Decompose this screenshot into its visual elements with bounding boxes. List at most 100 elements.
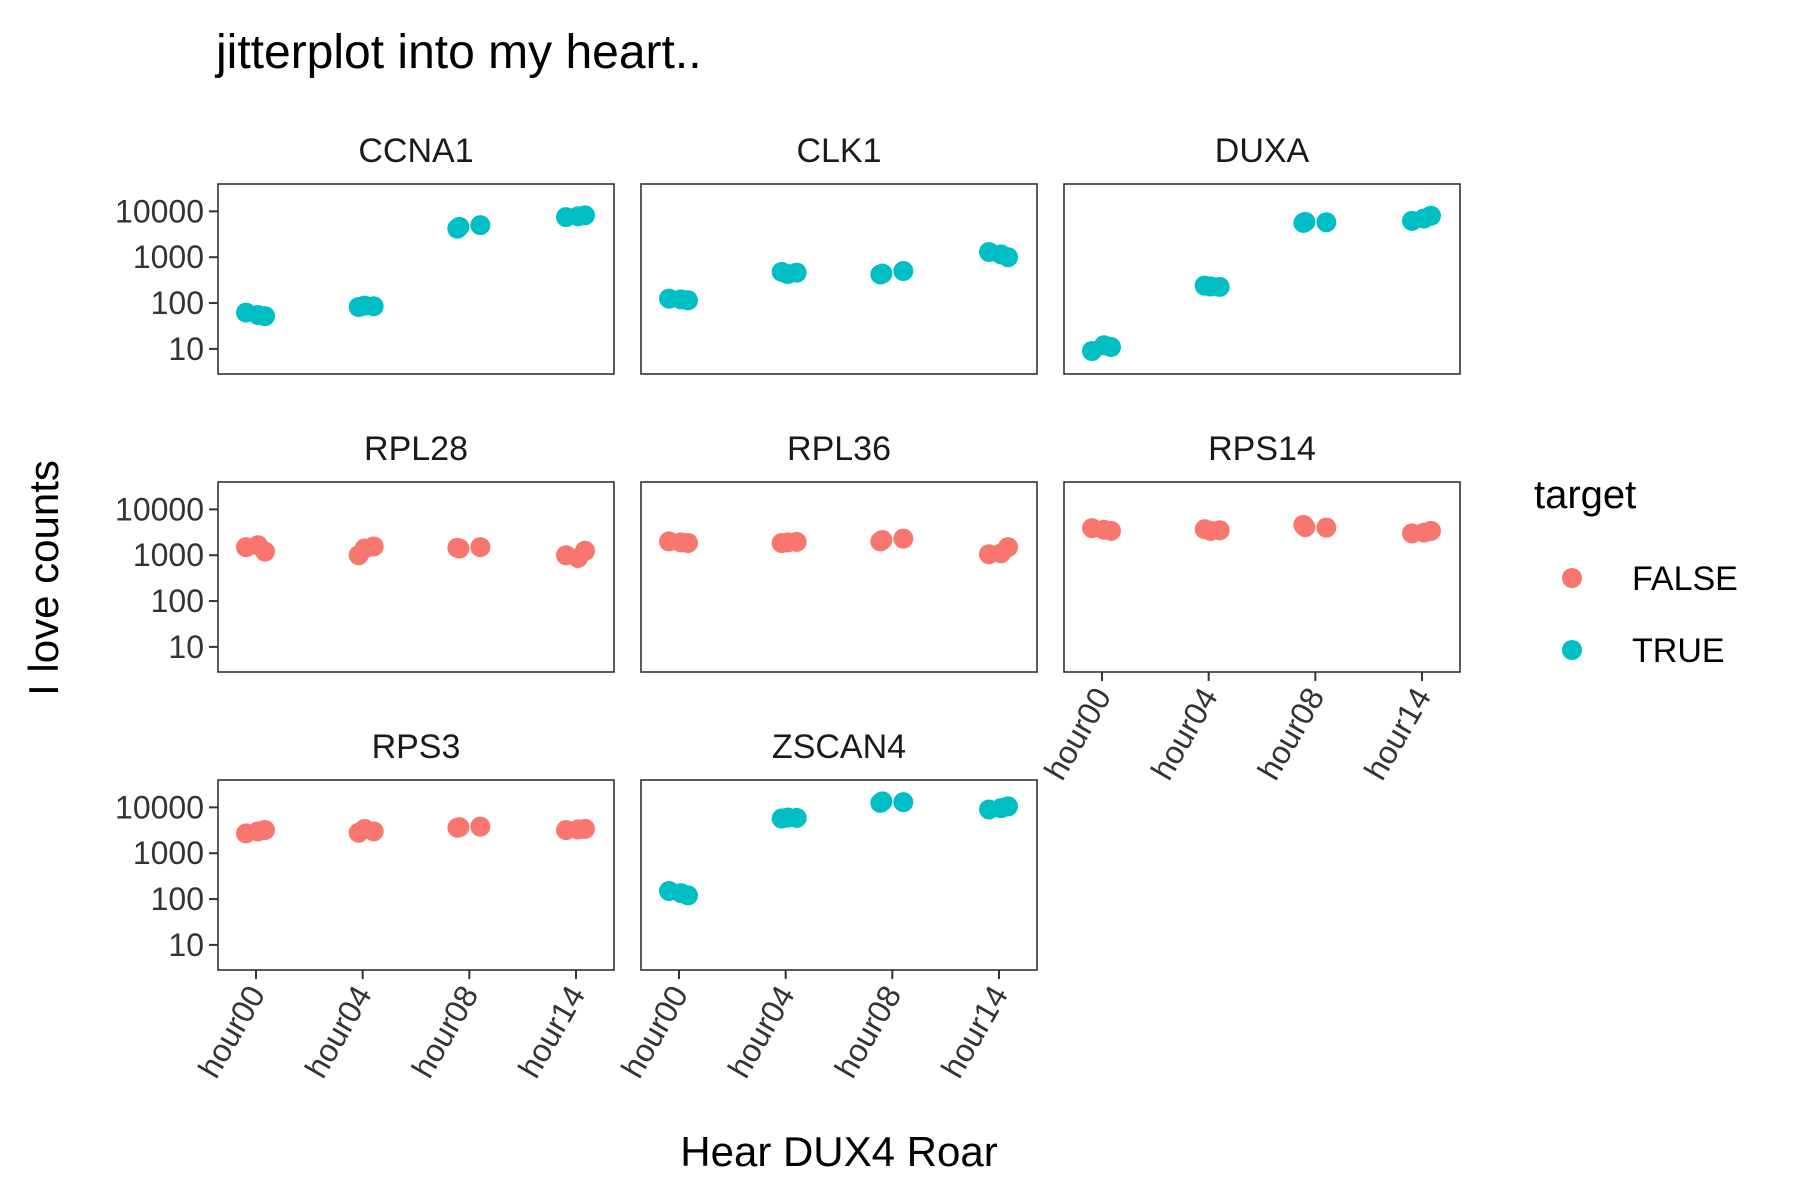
y-tick-label: 10000: [115, 193, 204, 229]
data-point: [786, 807, 807, 828]
facet-strip-label: DUXA: [1215, 132, 1310, 170]
data-point: [1094, 519, 1114, 540]
y-tick-label: 1000: [133, 239, 204, 275]
y-tick-label: 10000: [115, 491, 204, 527]
y-axis-label: I love counts: [20, 460, 67, 696]
x-axis-label: Hear DUX4 Roar: [680, 1128, 997, 1175]
data-point: [470, 537, 491, 558]
x-tick-label: hour08: [827, 980, 908, 1084]
x-tick-label: hour04: [721, 980, 802, 1084]
data-point: [786, 531, 807, 552]
data-point: [363, 296, 384, 317]
facet-panel: RPS3 10 100 1000 10000 hour00 hour04 hour08 hour…: [115, 728, 615, 1084]
data-point: [1209, 276, 1230, 297]
data-point: [248, 821, 268, 842]
y-tick-label: 10: [168, 331, 204, 367]
legend-swatch-true: [1562, 640, 1582, 660]
data-point: [1194, 519, 1215, 540]
panel-border: [1063, 183, 1461, 375]
legend-title: target: [1534, 473, 1636, 517]
facet-strip-label: CLK1: [796, 132, 881, 170]
data-point: [1316, 212, 1337, 233]
panel-border: [640, 481, 1038, 673]
data-point: [893, 528, 914, 549]
data-point: [893, 261, 914, 282]
data-point: [991, 798, 1011, 819]
data-point: [991, 543, 1011, 564]
x-tick-label: hour14: [934, 980, 1015, 1084]
data-point: [771, 261, 792, 282]
facet-strip-label: RPL36: [787, 430, 891, 468]
facet-panel: RPL36: [640, 430, 1038, 673]
data-point: [470, 816, 491, 837]
legend-label-true: TRUE: [1632, 632, 1725, 670]
facet-panel: RPS14 hour00 hour04 hour08 hour14: [1037, 430, 1461, 786]
data-point: [470, 215, 491, 236]
legend: target FALSE TRUE: [1534, 473, 1738, 670]
data-point: [1194, 275, 1215, 296]
data-point: [1316, 517, 1337, 538]
y-tick-label: 100: [151, 583, 204, 619]
data-point: [1414, 522, 1434, 543]
data-point: [568, 547, 588, 568]
x-tick-label: hour14: [511, 980, 592, 1084]
data-point: [671, 883, 691, 904]
x-tick-label: hour00: [614, 980, 695, 1084]
facet-panel: CCNA1 10 100 1000 10000: [115, 132, 615, 375]
x-tick-label: hour04: [298, 980, 379, 1084]
data-point: [449, 538, 470, 559]
y-tick-label: 10: [168, 629, 204, 665]
data-point: [872, 263, 893, 284]
x-tick-label: hour08: [1250, 682, 1331, 786]
facet-panel: CLK1: [640, 132, 1038, 375]
data-point: [872, 529, 893, 550]
data-point: [568, 206, 588, 227]
facet-panel: RPL28 10 100 1000 10000: [115, 430, 615, 673]
panel-border: [217, 779, 615, 971]
facet-strip-label: RPS14: [1208, 430, 1316, 468]
legend-swatch-false: [1562, 568, 1582, 588]
y-tick-label: 1000: [133, 835, 204, 871]
panel-border: [1063, 481, 1461, 673]
data-point: [1295, 211, 1316, 232]
data-point: [671, 532, 691, 553]
x-tick-label: hour00: [191, 980, 272, 1084]
data-point: [449, 216, 470, 237]
y-tick-label: 1000: [133, 537, 204, 573]
facet-panels: CCNA1 10 100 1000 10000 CLK1 DUXA RPL28 10 100 100…: [115, 132, 1461, 1084]
data-point: [248, 535, 268, 556]
facet-strip-label: ZSCAN4: [772, 728, 906, 766]
panel-border: [217, 481, 615, 673]
x-tick-label: hour08: [404, 980, 485, 1084]
data-point: [1094, 335, 1114, 356]
chart-title: jitterplot into my heart..: [214, 26, 702, 79]
facet-panel: ZSCAN4 hour00 hour04 hour08 hour14: [614, 728, 1038, 1084]
data-point: [363, 536, 384, 557]
y-tick-label: 10: [168, 927, 204, 963]
facet-strip-label: RPL28: [364, 430, 468, 468]
legend-label-false: FALSE: [1632, 560, 1738, 598]
data-point: [771, 808, 792, 829]
x-tick-label: hour00: [1037, 682, 1118, 786]
x-tick-label: hour14: [1357, 682, 1438, 786]
data-point: [893, 792, 914, 813]
y-tick-label: 10000: [115, 789, 204, 825]
data-point: [568, 819, 588, 840]
y-tick-label: 100: [151, 881, 204, 917]
panel-border: [640, 779, 1038, 971]
x-tick-label: hour04: [1144, 682, 1225, 786]
data-point: [348, 297, 369, 318]
facet-panel: DUXA: [1063, 132, 1461, 375]
data-point: [786, 262, 807, 283]
data-point: [991, 244, 1011, 265]
data-point: [671, 289, 691, 310]
data-point: [348, 822, 369, 843]
data-point: [771, 532, 792, 553]
y-tick-label: 100: [151, 285, 204, 321]
panel-border: [217, 183, 615, 375]
panel-border: [640, 183, 1038, 375]
facet-strip-label: RPS3: [372, 728, 461, 766]
data-point: [363, 821, 384, 842]
data-point: [248, 304, 268, 325]
